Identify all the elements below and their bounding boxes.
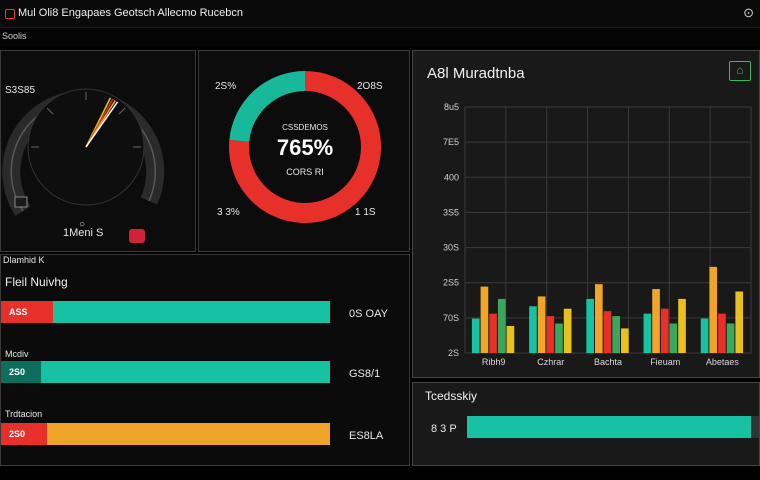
gauge-marker-left xyxy=(14,196,28,208)
horizontal-bars-panel: Dlamhid K Fleil Nuivhg ASS 0S OAY Mcdiv … xyxy=(0,254,410,466)
progress-bar-3-label: Trdtacion xyxy=(5,409,43,419)
progress-bar-2-fill xyxy=(41,361,331,383)
throughput-panel: Tcedsskiy 8 3 P xyxy=(412,382,760,466)
donut-label-bottom-right: 1 1S xyxy=(355,207,376,218)
bar-Abetaes-red xyxy=(718,313,726,353)
bar-Czhrar-orange xyxy=(537,296,546,353)
donut-center-label: CSSDEMOS xyxy=(282,123,328,132)
gauge-graphic: ○ xyxy=(2,88,165,243)
chart-y-ticks: 8u5 7E5 400 3S5 30S 2S5 70S 2S xyxy=(443,102,459,358)
progress-bar-1-lead xyxy=(1,301,53,323)
settings-icon[interactable]: ⊙ xyxy=(743,5,754,20)
x-tick-label: Bachta xyxy=(594,357,622,367)
bar-Fieuam-orange xyxy=(652,289,660,353)
y-tick-label: 3S5 xyxy=(443,207,459,217)
y-tick-label: 2S xyxy=(448,348,459,358)
bars-panel-title: Fleil Nuivhg xyxy=(5,275,68,289)
progress-bar-1-badge: ASS xyxy=(9,307,28,317)
bar-Abetaes-green xyxy=(726,323,735,353)
gauge-pointer-icon: ○ xyxy=(79,219,85,230)
bar-Abetaes-yellow xyxy=(735,291,744,353)
donut-label-top-right: 2O8S xyxy=(357,81,383,92)
progress-bar-3-value: ES8LA xyxy=(349,430,384,442)
bar-Bachta-yellow xyxy=(621,328,629,353)
donut-label-top-left: 2S% xyxy=(215,81,237,92)
bar-Bachta-green xyxy=(612,316,620,353)
x-tick-label: Czhrar xyxy=(537,357,564,367)
donut-segment-red xyxy=(229,71,381,223)
home-icon[interactable]: ⌂ xyxy=(729,61,751,81)
bar-Bachta-teal xyxy=(586,298,594,353)
progress-bar-3-badge: 2S0 xyxy=(9,429,26,439)
chart-x-labels: Ribh9 Czhrar Bachta Fieuam Abetaes xyxy=(482,357,740,367)
progress-bar-1-value: 0S OAY xyxy=(349,308,388,320)
throughput-bar xyxy=(467,416,759,438)
bar-chart-plot: 8u5 7E5 400 3S5 30S 2S5 70S 2S Ribh9 Czhrar Bacht… xyxy=(443,102,752,367)
bar-Czhrar-teal xyxy=(529,306,537,353)
bar-Fieuam-teal xyxy=(643,313,652,353)
donut-center-sub: CORS RI xyxy=(286,167,324,177)
chart-title: A8l Muradtnba xyxy=(427,65,525,82)
bar-Fieuam-red xyxy=(660,308,669,353)
gauge-bottom-label: 1Meni S xyxy=(63,227,104,239)
throughput-bar-end xyxy=(751,416,759,438)
y-tick-label: 7E5 xyxy=(443,137,459,147)
progress-bar-2-value: GS8/1 xyxy=(349,368,381,380)
donut-label-bottom-left: 3 3% xyxy=(217,207,240,218)
throughput-value: 8 3 P xyxy=(431,423,457,435)
bar-Czhrar-green xyxy=(555,323,563,353)
gauge-needles xyxy=(85,97,119,148)
gauge-top-label: S3S85 xyxy=(5,85,36,96)
donut-center-value: 765% xyxy=(276,135,334,160)
bar-Bachta-orange xyxy=(595,284,603,353)
bar-Ribh9-green xyxy=(497,298,506,353)
bar-Ribh9-orange xyxy=(480,286,489,353)
gauge-marker-right xyxy=(129,229,145,243)
bar-Abetaes-orange xyxy=(709,266,718,353)
donut-chart xyxy=(229,71,381,223)
bar-Czhrar-red xyxy=(546,316,555,353)
bar-Ribh9-red xyxy=(489,313,497,353)
app-title: Mul Oli8 Engapaes Geotsch Allecmo Rucebc… xyxy=(18,7,244,19)
chart-bars xyxy=(471,266,744,353)
y-tick-label: 2S5 xyxy=(443,278,459,288)
bar-Ribh9-teal xyxy=(471,318,480,353)
bar-Fieuam-green xyxy=(669,323,678,353)
throughput-title: Tcedsskiy xyxy=(425,389,478,403)
progress-bar-2-badge: 2S0 xyxy=(9,367,26,377)
bar-Bachta-red xyxy=(603,311,612,353)
bar-Abetaes-teal xyxy=(700,318,709,353)
title-bar: Mul Oli8 Engapaes Geotsch Allecmo Rucebc… xyxy=(0,0,760,28)
x-tick-label: Abetaes xyxy=(706,357,740,367)
y-tick-label: 400 xyxy=(444,172,459,182)
sub-header: Soolis xyxy=(0,28,760,46)
progress-bar-2-label: Mcdiv xyxy=(5,349,29,359)
progress-bar-2-lead xyxy=(1,361,41,383)
bars-panel-header: Dlamhid K xyxy=(3,255,45,265)
gauge-needle-4 xyxy=(85,101,119,148)
gauge-panel: S3S85 ○ 1Meni S xyxy=(0,50,196,252)
bar-chart-panel: A8l Muradtnba ⌂ 8u5 7E5 400 3S5 30S 2S5 70S 2S … xyxy=(412,50,760,378)
donut-panel: 2S% 2O8S 3 3% 1 1S CSSDEMOS 765% CORS RI xyxy=(198,50,410,252)
throughput-bar-fill xyxy=(467,416,755,438)
bar-Fieuam-yellow xyxy=(678,298,686,353)
gauge-ticks xyxy=(31,92,141,148)
bar-Ribh9-yellow xyxy=(506,325,515,353)
y-tick-label: 30S xyxy=(443,243,459,253)
sub-header-label: Soolis xyxy=(2,31,27,41)
progress-bar-3-fill xyxy=(47,423,331,445)
progress-bar-1-fill xyxy=(53,301,331,323)
x-tick-label: Fieuam xyxy=(650,357,680,367)
app-logo-icon xyxy=(5,9,15,19)
y-tick-label: 8u5 xyxy=(444,102,459,112)
donut-segment-teal xyxy=(229,71,306,143)
y-tick-label: 70S xyxy=(443,313,459,323)
x-tick-label: Ribh9 xyxy=(482,357,506,367)
progress-bar-3-lead xyxy=(1,423,47,445)
donut-segments xyxy=(229,71,381,223)
bar-Czhrar-yellow xyxy=(563,308,572,353)
